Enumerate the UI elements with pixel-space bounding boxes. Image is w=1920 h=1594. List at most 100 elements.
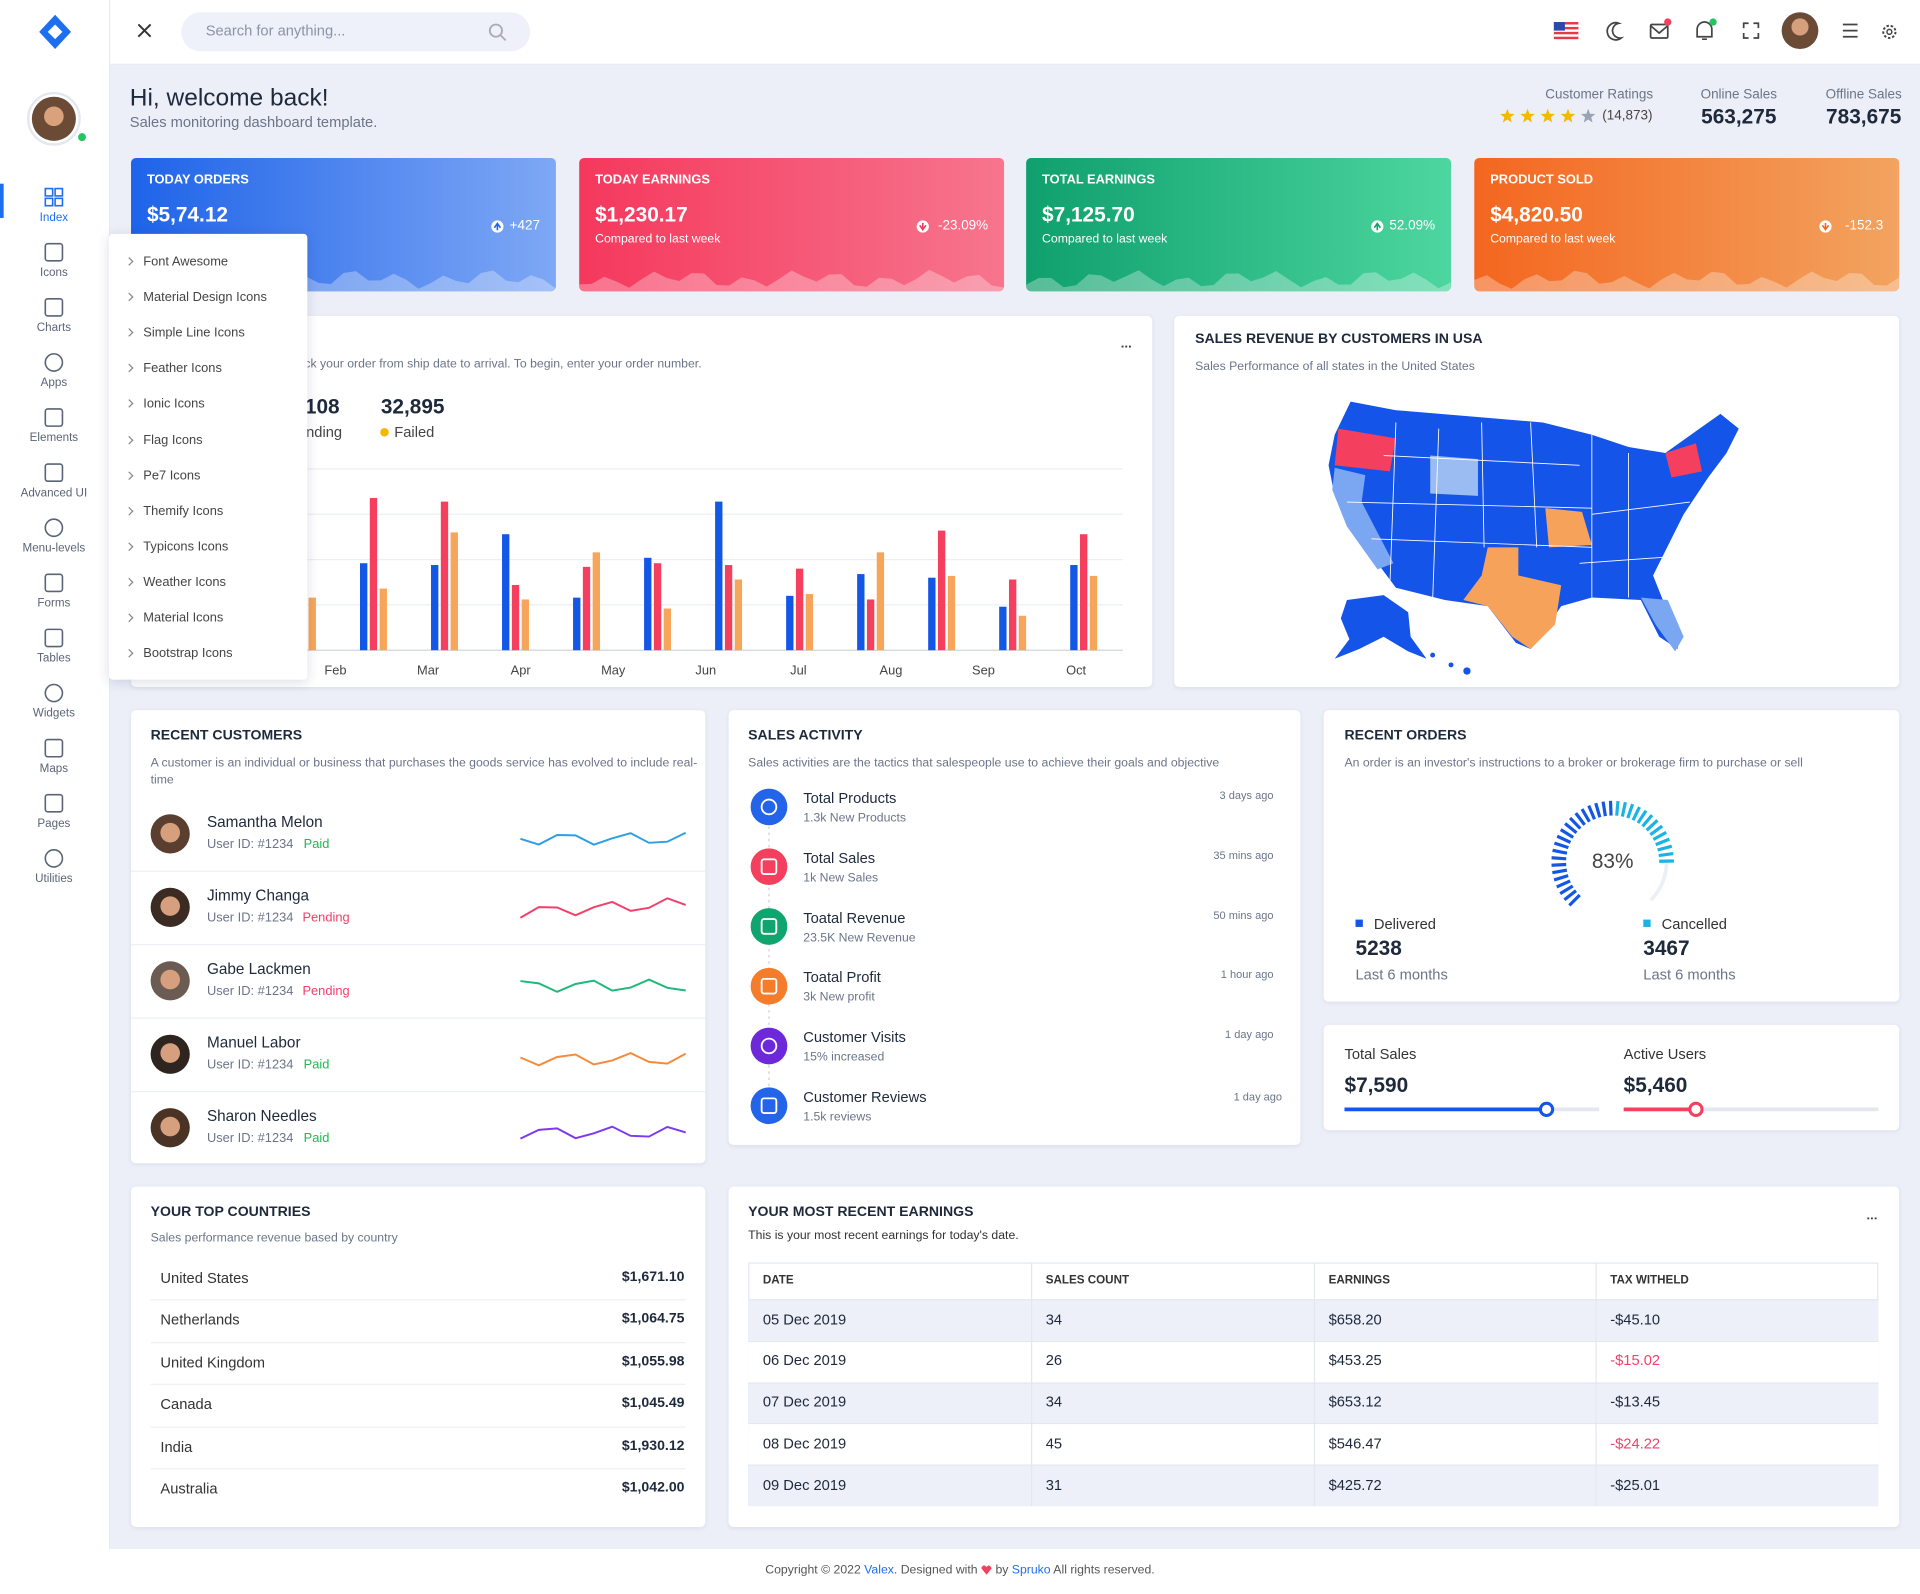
nav-label[interactable]: Tables <box>37 651 71 666</box>
kpi-wave <box>1026 270 1452 292</box>
search-icon[interactable] <box>488 23 503 38</box>
card-title: RECENT ORDERS <box>1344 728 1467 744</box>
customer-name: Samantha Melon <box>206 813 323 831</box>
bell-icon[interactable] <box>1696 21 1713 41</box>
bar <box>1070 565 1078 651</box>
footer-link[interactable]: Valex <box>864 1563 894 1578</box>
nav-label[interactable]: Menu-levels <box>22 541 86 556</box>
nav-label[interactable]: Apps <box>40 376 68 390</box>
stat-value: 783,675 <box>1826 105 1902 129</box>
kpi-card <box>579 157 1005 292</box>
table-cell: 34 <box>1045 1393 1063 1411</box>
kpi-change: +427 <box>509 218 541 234</box>
dropdown-item[interactable]: Flag Icons <box>143 432 203 448</box>
dropdown-item[interactable]: Ionic Icons <box>143 396 205 412</box>
nav-label[interactable]: Widgets <box>32 706 75 721</box>
x-tick-label: May <box>601 663 626 679</box>
nav-label[interactable]: Index <box>39 210 69 225</box>
gauge-tick <box>1559 828 1575 839</box>
country-name: Canada <box>160 1395 212 1414</box>
dropdown-item[interactable]: Font Awesome <box>143 254 229 270</box>
nav-icon <box>54 187 64 197</box>
bar <box>724 565 733 651</box>
country-name: India <box>160 1438 193 1456</box>
nav-label[interactable]: Utilities <box>35 872 73 886</box>
kpi-value: $5,74.12 <box>146 203 228 227</box>
activity-glyph <box>760 1037 778 1055</box>
card-description: A customer is an individual or business … <box>150 756 698 771</box>
bar <box>582 566 591 651</box>
mail-icon[interactable] <box>1649 23 1669 39</box>
gauge-tick <box>1553 874 1569 882</box>
customer-avatar-face <box>160 896 181 916</box>
dropdown-item[interactable]: Themify Icons <box>143 503 224 519</box>
activity-time: 3 days ago <box>1219 789 1274 802</box>
nav-label[interactable]: Maps <box>39 762 69 776</box>
theme-icon[interactable] <box>1606 21 1625 41</box>
footer-link[interactable]: Spruko <box>1011 1563 1051 1578</box>
nav-label[interactable]: Pages <box>37 817 71 831</box>
activity-sub: 1k New Sales <box>803 871 879 886</box>
activity-icon <box>750 1027 788 1065</box>
activity-icon <box>750 908 788 945</box>
activity-sub: 1.5k reviews <box>803 1110 872 1125</box>
bar <box>653 563 662 651</box>
flag-icon[interactable] <box>1553 22 1579 40</box>
dropdown-item[interactable]: Simple Line Icons <box>143 325 245 341</box>
card-title: SALES ACTIVITY <box>748 728 863 744</box>
kpi-title: TODAY ORDERS <box>146 172 249 187</box>
star <box>1560 108 1576 123</box>
stat-label: Customer Ratings <box>1545 87 1654 103</box>
activity-name: Total Products <box>803 789 897 807</box>
nav-label[interactable]: Charts <box>36 321 72 335</box>
icons-dropdown <box>108 233 308 680</box>
order-period: Last 6 months <box>1355 965 1448 984</box>
rating-count: (14,873) <box>1602 108 1653 123</box>
header-avatar-face <box>1791 18 1809 36</box>
nav-label[interactable]: Advanced UI <box>20 486 88 500</box>
dropdown-item[interactable]: Weather Icons <box>143 575 226 590</box>
gauge-tick <box>1563 889 1577 901</box>
kpi-change: -152.3 <box>1845 218 1884 234</box>
customer-avatar-face <box>160 969 181 990</box>
gauge-tick <box>1552 868 1568 875</box>
gauge-value <box>1551 800 1674 907</box>
dropdown-item[interactable]: Material Design Icons <box>143 289 267 305</box>
nav-label[interactable]: Icons <box>39 266 68 280</box>
gauge-tick <box>1564 822 1578 834</box>
gauge-tick <box>1568 893 1581 907</box>
metric-label: Active Users <box>1623 1045 1707 1063</box>
settings-icon[interactable] <box>1882 24 1897 39</box>
activity-icon <box>750 788 788 826</box>
dropdown-item[interactable]: Bootstrap Icons <box>143 646 233 661</box>
row-separator <box>131 870 706 872</box>
country-value: $1,064.75 <box>621 1312 685 1327</box>
kpi-note: Compared to last week <box>1490 232 1616 247</box>
table-row <box>748 1299 1879 1341</box>
footer-text: Copyright © 2022 Valex. Designed with by… <box>765 1564 1154 1579</box>
nav-icon <box>44 242 64 262</box>
close-icon[interactable] <box>137 23 152 38</box>
table-cell: 34 <box>1045 1310 1063 1328</box>
card-description: Sales performance revenue based by count… <box>150 1231 398 1246</box>
fullscreen-icon[interactable] <box>1742 22 1760 39</box>
nav-icon <box>44 408 64 427</box>
nav-label[interactable]: Forms <box>37 596 71 611</box>
gauge-tick <box>1568 816 1582 830</box>
dropdown-item[interactable]: Pe7 Icons <box>143 468 201 483</box>
search-box[interactable] <box>181 12 531 52</box>
nav-label[interactable]: Elements <box>29 431 79 445</box>
dropdown-item[interactable]: Typicons Icons <box>143 539 229 555</box>
bar <box>573 597 581 651</box>
gauge-tick <box>1615 800 1620 816</box>
bar <box>663 608 672 651</box>
activity-glyph <box>760 1097 778 1114</box>
settings-icon-center <box>1886 28 1893 36</box>
dropdown-item[interactable]: Feather Icons <box>143 361 222 376</box>
menu-icon[interactable] <box>1842 23 1858 38</box>
dropdown-item[interactable]: Material Icons <box>143 610 224 626</box>
gauge-tick <box>1620 801 1627 817</box>
countries-card <box>131 1186 706 1527</box>
orders-stat-value: 108 <box>304 395 340 419</box>
table-cell: 08 Dec 2019 <box>762 1434 847 1452</box>
